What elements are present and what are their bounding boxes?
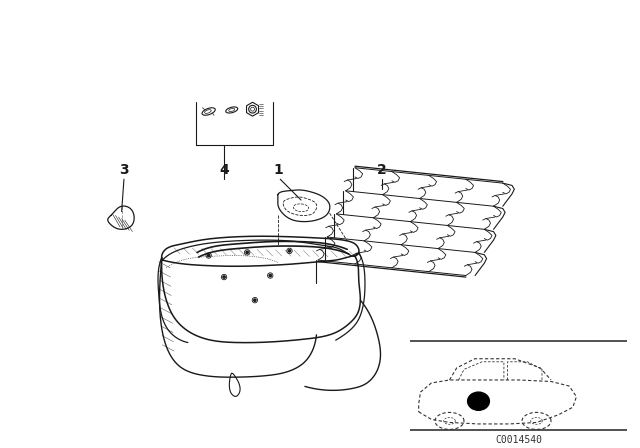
Text: 2: 2 (377, 163, 387, 177)
Circle shape (269, 274, 271, 277)
Circle shape (253, 299, 256, 302)
Circle shape (223, 276, 225, 278)
Circle shape (289, 250, 291, 252)
Text: 4: 4 (219, 163, 229, 177)
Circle shape (246, 251, 248, 254)
Text: 3: 3 (119, 163, 129, 177)
Circle shape (207, 254, 210, 257)
Circle shape (468, 392, 490, 410)
Text: C0014540: C0014540 (495, 435, 542, 444)
Text: 1: 1 (273, 163, 283, 177)
